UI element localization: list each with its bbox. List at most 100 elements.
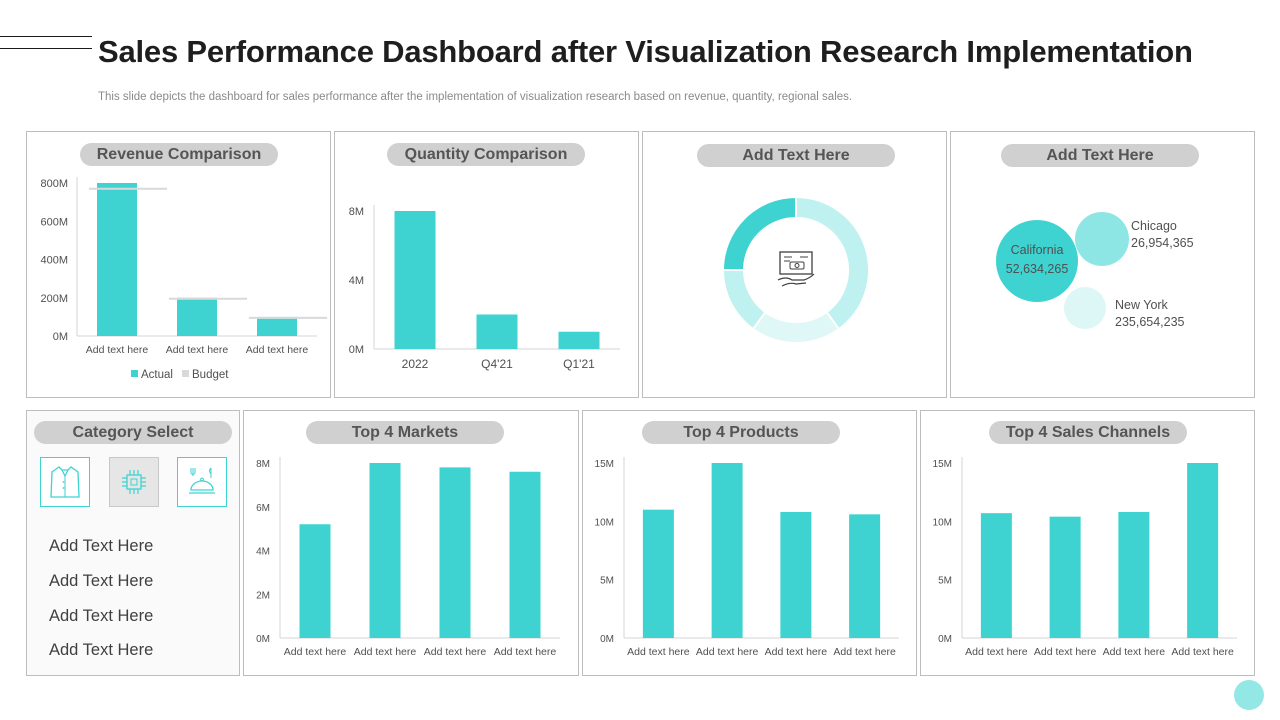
y-tick-label: 10M xyxy=(933,517,952,528)
y-tick-label: 5M xyxy=(600,576,614,587)
y-tick-label: 15M xyxy=(595,459,614,470)
bar xyxy=(980,513,1012,638)
donut-slice xyxy=(795,195,870,331)
category-item[interactable]: Add Text Here xyxy=(49,572,154,590)
y-tick-label: 5M xyxy=(938,576,952,587)
category-item[interactable]: Add Text Here xyxy=(49,607,154,625)
bar xyxy=(642,509,674,638)
presentation-money-icon xyxy=(777,251,815,287)
region-bubble xyxy=(1075,212,1129,266)
products-chart: 0M 5M 10M 15M Add text here Add text here Add … xyxy=(595,457,899,658)
y-tick-label: 8M xyxy=(256,459,270,470)
region-value: 235,654,235 xyxy=(1115,315,1185,329)
title-decoration xyxy=(0,36,92,60)
x-tick-label: Q4'21 xyxy=(481,357,513,371)
bar xyxy=(394,211,436,349)
donut-slice xyxy=(721,269,767,331)
channels-title: Top 4 Sales Channels xyxy=(989,421,1187,444)
x-tick-label: Add text here xyxy=(494,646,557,658)
channels-panel: Top 4 Sales Channels 0M 5M 10M 15M Add text … xyxy=(920,410,1255,676)
bar xyxy=(1049,516,1081,638)
y-tick-label: 4M xyxy=(256,547,270,558)
y-tick-label: 400M xyxy=(40,255,68,267)
bar xyxy=(439,467,471,638)
bar xyxy=(299,524,331,638)
y-tick-label: 0M xyxy=(349,344,364,356)
x-tick-label: Add text here xyxy=(424,646,487,658)
bar xyxy=(97,183,137,336)
y-tick-label: 6M xyxy=(256,503,270,514)
y-tick-label: 800M xyxy=(40,178,68,190)
category-panel: Category Select Add Text Here Add Text H… xyxy=(26,410,240,676)
bar xyxy=(849,514,881,638)
markets-title: Top 4 Markets xyxy=(306,421,504,444)
food-icon[interactable] xyxy=(177,457,227,507)
markets-panel: Top 4 Markets 0M 2M 4M 6M 8M Add text here Add… xyxy=(243,410,579,676)
y-tick-label: 600M xyxy=(40,216,68,228)
bar xyxy=(1118,512,1150,638)
donut-panel: Add Text Here xyxy=(642,131,947,398)
chip-icon[interactable] xyxy=(109,457,159,507)
shirt-icon[interactable] xyxy=(40,457,90,507)
y-tick-label: 4M xyxy=(349,275,364,287)
bar xyxy=(369,463,401,638)
quantity-chart: 0M 4M 8M 2022 Q4'21 Q1'21 xyxy=(349,205,620,371)
regions-chart: California 52,634,265 Chicago 26,954,365 New… xyxy=(996,212,1194,329)
bar xyxy=(1187,463,1219,638)
y-tick-label: 0M xyxy=(600,634,614,645)
x-tick-label: Add text here xyxy=(965,646,1028,658)
corner-dot xyxy=(1234,680,1264,710)
y-tick-label: 0M xyxy=(53,331,68,343)
x-tick-label: Add text here xyxy=(246,344,309,356)
x-tick-label: Add text here xyxy=(354,646,417,658)
revenue-panel: Revenue Comparison 0M 200M 400M 600M 800M Add… xyxy=(26,131,331,398)
category-title: Category Select xyxy=(34,421,232,444)
donut-chart xyxy=(721,195,870,344)
y-tick-label: 2M xyxy=(256,590,270,601)
quantity-title: Quantity Comparison xyxy=(387,143,585,166)
region-value: 52,634,265 xyxy=(1006,262,1069,276)
products-panel: Top 4 Products 0M 5M 10M 15M Add text here Ad… xyxy=(582,410,917,676)
legend-actual-label: Actual xyxy=(141,369,173,381)
donut-slice xyxy=(751,310,841,344)
bar xyxy=(509,471,541,638)
x-tick-label: 2022 xyxy=(402,357,429,371)
x-tick-label: Add text here xyxy=(86,344,149,356)
region-bubble xyxy=(1064,287,1106,329)
y-tick-label: 200M xyxy=(40,293,68,305)
y-tick-label: 8M xyxy=(349,206,364,218)
x-tick-label: Q1'21 xyxy=(563,357,595,371)
page-subtitle: This slide depicts the dashboard for sal… xyxy=(98,91,853,103)
donut-slice xyxy=(721,195,797,271)
y-tick-label: 0M xyxy=(938,634,952,645)
revenue-chart: 0M 200M 400M 600M 800M Add text here Add text … xyxy=(40,177,327,381)
bar xyxy=(780,512,812,638)
x-tick-label: Add text here xyxy=(765,646,828,658)
donut-title: Add Text Here xyxy=(697,144,895,167)
x-tick-label: Add text here xyxy=(833,646,896,658)
x-tick-label: Add text here xyxy=(166,344,229,356)
legend-budget-label: Budget xyxy=(192,369,229,381)
category-item[interactable]: Add Text Here xyxy=(49,641,154,659)
x-tick-label: Add text here xyxy=(1034,646,1097,658)
quantity-panel: Quantity Comparison 0M 4M 8M 2022 Q4'21 Q1'21 xyxy=(334,131,639,398)
bar xyxy=(257,316,297,336)
products-title: Top 4 Products xyxy=(642,421,840,444)
legend-budget-swatch xyxy=(182,370,189,377)
bar xyxy=(558,331,600,349)
x-tick-label: Add text here xyxy=(1171,646,1234,658)
category-item[interactable]: Add Text Here xyxy=(49,537,154,555)
page-title: Sales Performance Dashboard after Visual… xyxy=(98,34,1193,69)
bar xyxy=(711,463,743,638)
x-tick-label: Add text here xyxy=(284,646,347,658)
y-tick-label: 15M xyxy=(933,459,952,470)
regions-panel: Add Text Here California 52,634,265 Chicag… xyxy=(950,131,1255,398)
region-bubble xyxy=(996,220,1078,302)
region-name: New York xyxy=(1115,298,1169,312)
bar xyxy=(476,314,518,349)
y-tick-label: 0M xyxy=(256,634,270,645)
markets-chart: 0M 2M 4M 6M 8M Add text here Add text here Add … xyxy=(256,457,560,658)
region-name: Chicago xyxy=(1131,219,1177,233)
legend-actual-swatch xyxy=(131,370,138,377)
y-tick-label: 10M xyxy=(595,517,614,528)
